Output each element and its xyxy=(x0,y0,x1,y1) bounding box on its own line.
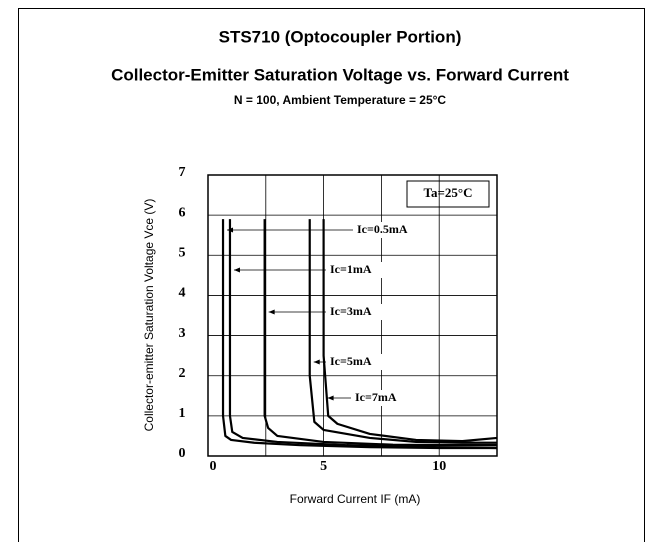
y-tick-label: 2 xyxy=(179,366,186,381)
label-bg xyxy=(328,262,388,278)
y-tick-label: 0 xyxy=(179,446,186,461)
label-bg xyxy=(328,304,388,320)
series-label: Ic=1mA xyxy=(330,262,372,276)
x-tick-label: 0 xyxy=(210,459,217,474)
x-axis-label: Forward Current IF (mA) xyxy=(290,492,421,506)
y-tick-label: 4 xyxy=(179,286,186,301)
y-tick-label: 7 xyxy=(179,165,186,180)
frame xyxy=(18,8,645,542)
label-bg xyxy=(328,354,388,370)
arrow-head xyxy=(233,267,240,273)
series-label: Ic=0.5mA xyxy=(357,222,408,236)
x-tick-label: 10 xyxy=(432,459,446,474)
y-tick-label: 1 xyxy=(179,406,186,421)
arrow-head xyxy=(327,395,334,401)
data-line xyxy=(263,219,497,447)
y-tick-label: 6 xyxy=(179,205,186,220)
annotation: Ta=25°C xyxy=(424,185,473,200)
label-bg xyxy=(355,222,415,238)
label-bg xyxy=(353,390,413,406)
y-tick-label: 5 xyxy=(179,246,186,261)
conditions: N = 100, Ambient Temperature = 25°C xyxy=(234,93,447,107)
data-line xyxy=(308,219,497,444)
arrow-head xyxy=(268,309,275,315)
arrow-head xyxy=(313,359,320,365)
y-tick-label: 3 xyxy=(179,326,186,341)
chart-title: STS710 (Optocoupler Portion) xyxy=(219,27,462,46)
series-label: Ic=5mA xyxy=(330,354,372,368)
x-tick-label: 5 xyxy=(320,459,327,474)
data-line xyxy=(322,219,498,443)
y-axis-label: Collector-emitter Saturation Voltage Vce… xyxy=(142,199,156,432)
annotation-box xyxy=(406,180,490,208)
chart-subtitle: Collector-Emitter Saturation Voltage vs.… xyxy=(111,65,569,84)
series-label: Ic=7mA xyxy=(355,390,397,404)
series-label: Ic=3mA xyxy=(330,304,372,318)
data-line xyxy=(228,219,498,450)
